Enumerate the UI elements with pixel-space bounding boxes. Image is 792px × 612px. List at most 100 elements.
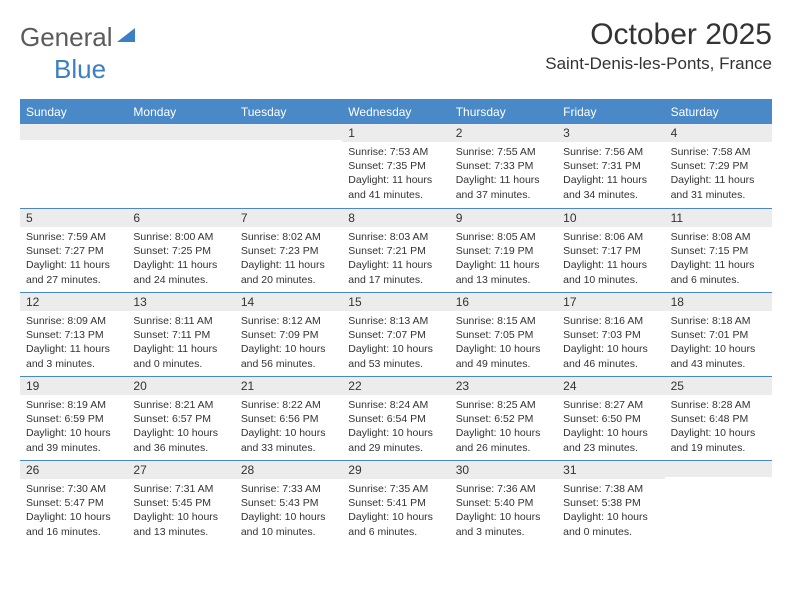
day-number: 26 (20, 461, 127, 479)
weekday-header: Sunday (20, 100, 127, 124)
sunset-text: Sunset: 7:35 PM (348, 159, 443, 173)
sunrise-text: Sunrise: 7:31 AM (133, 482, 228, 496)
day-number: 18 (665, 293, 772, 311)
sunrise-text: Sunrise: 8:05 AM (456, 230, 551, 244)
daylight-text: Daylight: 11 hours and 13 minutes. (456, 258, 551, 286)
day-cell: 5Sunrise: 7:59 AMSunset: 7:27 PMDaylight… (20, 208, 127, 292)
daylight-text: Daylight: 10 hours and 16 minutes. (26, 510, 121, 538)
day-number: 25 (665, 377, 772, 395)
daylight-text: Daylight: 11 hours and 31 minutes. (671, 173, 766, 201)
sunset-text: Sunset: 7:07 PM (348, 328, 443, 342)
daylight-text: Daylight: 11 hours and 10 minutes. (563, 258, 658, 286)
day-cell: 10Sunrise: 8:06 AMSunset: 7:17 PMDayligh… (557, 208, 664, 292)
day-info: Sunrise: 8:02 AMSunset: 7:23 PMDaylight:… (235, 227, 342, 291)
sunrise-text: Sunrise: 8:03 AM (348, 230, 443, 244)
day-info: Sunrise: 8:24 AMSunset: 6:54 PMDaylight:… (342, 395, 449, 459)
weekday-header: Tuesday (235, 100, 342, 124)
sunset-text: Sunset: 6:52 PM (456, 412, 551, 426)
sunset-text: Sunset: 6:56 PM (241, 412, 336, 426)
sunset-text: Sunset: 7:17 PM (563, 244, 658, 258)
day-cell: 4Sunrise: 7:58 AMSunset: 7:29 PMDaylight… (665, 124, 772, 208)
daylight-text: Daylight: 10 hours and 19 minutes. (671, 426, 766, 454)
day-number: 24 (557, 377, 664, 395)
daylight-text: Daylight: 11 hours and 34 minutes. (563, 173, 658, 201)
title-block: October 2025 Saint-Denis-les-Ponts, Fran… (545, 18, 772, 74)
day-cell: 11Sunrise: 8:08 AMSunset: 7:15 PMDayligh… (665, 208, 772, 292)
daylight-text: Daylight: 10 hours and 29 minutes. (348, 426, 443, 454)
day-cell: 9Sunrise: 8:05 AMSunset: 7:19 PMDaylight… (450, 208, 557, 292)
sunset-text: Sunset: 6:48 PM (671, 412, 766, 426)
week-row: 5Sunrise: 7:59 AMSunset: 7:27 PMDaylight… (20, 208, 772, 292)
sunset-text: Sunset: 6:57 PM (133, 412, 228, 426)
weekday-header-row: Sunday Monday Tuesday Wednesday Thursday… (20, 100, 772, 124)
day-cell: 22Sunrise: 8:24 AMSunset: 6:54 PMDayligh… (342, 376, 449, 460)
day-number: 9 (450, 209, 557, 227)
day-cell: 7Sunrise: 8:02 AMSunset: 7:23 PMDaylight… (235, 208, 342, 292)
sunset-text: Sunset: 7:05 PM (456, 328, 551, 342)
day-cell: 2Sunrise: 7:55 AMSunset: 7:33 PMDaylight… (450, 124, 557, 208)
daylight-text: Daylight: 10 hours and 36 minutes. (133, 426, 228, 454)
day-info: Sunrise: 8:25 AMSunset: 6:52 PMDaylight:… (450, 395, 557, 459)
week-row: 26Sunrise: 7:30 AMSunset: 5:47 PMDayligh… (20, 460, 772, 544)
day-number: 23 (450, 377, 557, 395)
day-cell (20, 124, 127, 208)
day-info: Sunrise: 8:16 AMSunset: 7:03 PMDaylight:… (557, 311, 664, 375)
sunset-text: Sunset: 7:25 PM (133, 244, 228, 258)
day-info: Sunrise: 7:59 AMSunset: 7:27 PMDaylight:… (20, 227, 127, 291)
sunrise-text: Sunrise: 7:36 AM (456, 482, 551, 496)
sunset-text: Sunset: 7:13 PM (26, 328, 121, 342)
sunset-text: Sunset: 6:54 PM (348, 412, 443, 426)
day-cell: 14Sunrise: 8:12 AMSunset: 7:09 PMDayligh… (235, 292, 342, 376)
daylight-text: Daylight: 10 hours and 33 minutes. (241, 426, 336, 454)
day-number: 27 (127, 461, 234, 479)
daylight-text: Daylight: 10 hours and 6 minutes. (348, 510, 443, 538)
day-number: 30 (450, 461, 557, 479)
daylight-text: Daylight: 10 hours and 0 minutes. (563, 510, 658, 538)
weekday-header: Thursday (450, 100, 557, 124)
logo-word-1: General (20, 22, 113, 53)
day-cell: 13Sunrise: 8:11 AMSunset: 7:11 PMDayligh… (127, 292, 234, 376)
daylight-text: Daylight: 11 hours and 37 minutes. (456, 173, 551, 201)
day-number: 5 (20, 209, 127, 227)
daylight-text: Daylight: 11 hours and 41 minutes. (348, 173, 443, 201)
sunset-text: Sunset: 5:40 PM (456, 496, 551, 510)
day-cell: 6Sunrise: 8:00 AMSunset: 7:25 PMDaylight… (127, 208, 234, 292)
day-info: Sunrise: 8:27 AMSunset: 6:50 PMDaylight:… (557, 395, 664, 459)
day-number (235, 124, 342, 140)
sunset-text: Sunset: 7:09 PM (241, 328, 336, 342)
day-info: Sunrise: 8:13 AMSunset: 7:07 PMDaylight:… (342, 311, 449, 375)
day-info: Sunrise: 8:12 AMSunset: 7:09 PMDaylight:… (235, 311, 342, 375)
day-info: Sunrise: 8:28 AMSunset: 6:48 PMDaylight:… (665, 395, 772, 459)
weekday-header: Saturday (665, 100, 772, 124)
day-cell: 31Sunrise: 7:38 AMSunset: 5:38 PMDayligh… (557, 460, 664, 544)
day-cell: 29Sunrise: 7:35 AMSunset: 5:41 PMDayligh… (342, 460, 449, 544)
sunrise-text: Sunrise: 8:25 AM (456, 398, 551, 412)
daylight-text: Daylight: 11 hours and 20 minutes. (241, 258, 336, 286)
logo: General (20, 22, 137, 53)
sunrise-text: Sunrise: 8:28 AM (671, 398, 766, 412)
sunrise-text: Sunrise: 8:00 AM (133, 230, 228, 244)
day-cell: 3Sunrise: 7:56 AMSunset: 7:31 PMDaylight… (557, 124, 664, 208)
logo-word-2: Blue (54, 54, 106, 84)
daylight-text: Daylight: 11 hours and 17 minutes. (348, 258, 443, 286)
day-info: Sunrise: 8:03 AMSunset: 7:21 PMDaylight:… (342, 227, 449, 291)
sunrise-text: Sunrise: 8:16 AM (563, 314, 658, 328)
sunrise-text: Sunrise: 7:55 AM (456, 145, 551, 159)
day-number: 29 (342, 461, 449, 479)
sunrise-text: Sunrise: 7:35 AM (348, 482, 443, 496)
sunset-text: Sunset: 7:01 PM (671, 328, 766, 342)
day-info: Sunrise: 7:38 AMSunset: 5:38 PMDaylight:… (557, 479, 664, 543)
sunrise-text: Sunrise: 8:22 AM (241, 398, 336, 412)
sunrise-text: Sunrise: 8:21 AM (133, 398, 228, 412)
week-row: 12Sunrise: 8:09 AMSunset: 7:13 PMDayligh… (20, 292, 772, 376)
sunrise-text: Sunrise: 7:59 AM (26, 230, 121, 244)
daylight-text: Daylight: 10 hours and 26 minutes. (456, 426, 551, 454)
day-number: 2 (450, 124, 557, 142)
day-info: Sunrise: 8:15 AMSunset: 7:05 PMDaylight:… (450, 311, 557, 375)
week-row: 19Sunrise: 8:19 AMSunset: 6:59 PMDayligh… (20, 376, 772, 460)
sunrise-text: Sunrise: 8:13 AM (348, 314, 443, 328)
day-number (127, 124, 234, 140)
day-info: Sunrise: 7:53 AMSunset: 7:35 PMDaylight:… (342, 142, 449, 206)
day-cell: 25Sunrise: 8:28 AMSunset: 6:48 PMDayligh… (665, 376, 772, 460)
location-subtitle: Saint-Denis-les-Ponts, France (545, 54, 772, 74)
